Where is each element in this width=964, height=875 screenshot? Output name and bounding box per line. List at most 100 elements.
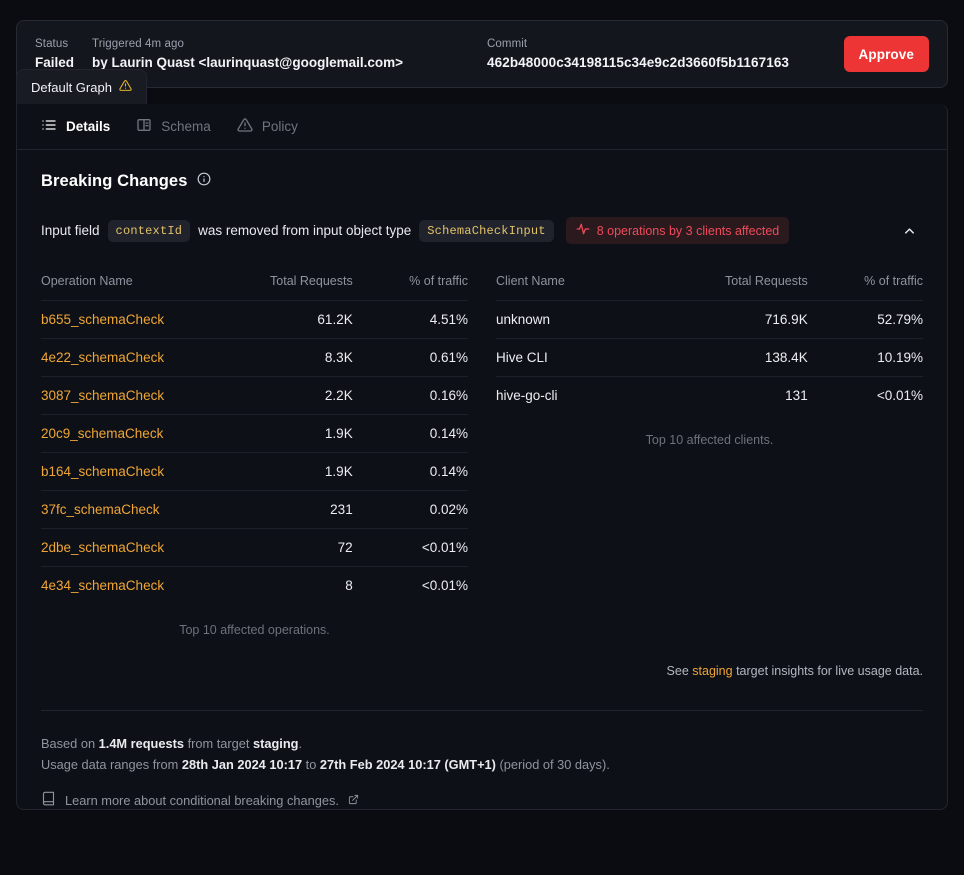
operation-traffic: 0.02%: [352, 490, 468, 529]
operation-name-link[interactable]: 3087_schemaCheck: [41, 376, 238, 415]
operation-traffic: 0.14%: [352, 414, 468, 453]
operation-requests: 231: [237, 490, 353, 529]
staging-target-link[interactable]: staging: [692, 664, 733, 678]
book-icon: [41, 791, 56, 809]
th-client-name: Client Name: [496, 274, 565, 288]
status-label: Status: [35, 38, 69, 50]
commit-hash: 462b48000c34198115c34e9c2d3660f5b1167163: [487, 55, 790, 70]
footer-range-to: 27th Feb 2024 10:17 (GMT+1): [319, 757, 496, 772]
th-traffic-pct: % of traffic: [409, 274, 468, 288]
operation-name-link[interactable]: 20c9_schemaCheck: [41, 414, 238, 453]
operation-name-link[interactable]: b655_schemaCheck: [41, 300, 238, 339]
approve-button[interactable]: Approve: [843, 36, 929, 72]
trigger-author: by Laurin Quast <laurinquast@googlemail.…: [92, 55, 403, 70]
affected-operations-badge-label: 8 operations by 3 clients affected: [596, 223, 780, 238]
table-row: 3087_schemaCheck 2.2K 0.16%: [41, 376, 468, 415]
operations-table-footnote: Top 10 affected operations.: [179, 623, 330, 637]
commit-block: Commit 462b48000c34198115c34e9c2d3660f5b…: [487, 36, 789, 72]
operation-traffic: <0.01%: [352, 528, 468, 567]
client-traffic: <0.01%: [807, 376, 923, 414]
tab-details-label: Details: [66, 119, 111, 134]
th-operation-name: Operation Name: [41, 274, 133, 288]
info-circle-icon[interactable]: [197, 172, 211, 191]
status-block: Status Failed: [35, 36, 74, 72]
operation-requests: 8.3K: [237, 338, 353, 377]
tab-schema[interactable]: Schema: [136, 104, 211, 149]
operation-requests: 2.2K: [237, 376, 353, 415]
footer-line-range: Usage data ranges from 28th Jan 2024 10:…: [41, 754, 923, 775]
affected-operations-badge[interactable]: 8 operations by 3 clients affected: [565, 217, 790, 244]
client-traffic: 52.79%: [807, 300, 923, 339]
breaking-changes-header: Breaking Changes: [41, 172, 923, 191]
footer-range-from: 28th Jan 2024 10:17: [181, 757, 303, 772]
operation-name-link[interactable]: 4e22_schemaCheck: [41, 338, 238, 377]
warning-triangle-icon: [119, 79, 132, 95]
panel-body: Breaking Changes Input field contextId w…: [17, 150, 947, 809]
table-row: hive-go-cli 131 <0.01%: [496, 376, 923, 414]
footer-range-days: (period of 30 days).: [499, 757, 610, 772]
tab-details[interactable]: Details: [41, 104, 110, 149]
table-header-row: Operation Name Total Requests % of traff…: [41, 274, 468, 301]
main-panel: Default Graph Details: [16, 69, 948, 810]
footer-period: .: [298, 736, 303, 751]
client-name: hive-go-cli: [496, 376, 693, 414]
operations-table-body: b655_schemaCheck 61.2K 4.51% 4e22_schema…: [41, 300, 468, 604]
footer-range-before: Usage data ranges from: [41, 757, 179, 772]
operation-name-link[interactable]: 4e34_schemaCheck: [41, 566, 238, 604]
learn-more-label: Learn more about conditional breaking ch…: [65, 792, 339, 808]
status-value: Failed: [35, 55, 75, 70]
alert-triangle-icon: [237, 117, 253, 136]
footer-range-to-word: to: [305, 757, 317, 772]
table-row: 4e34_schemaCheck 8 <0.01%: [41, 566, 468, 604]
footer-line-requests: Based on 1.4M requests from target stagi…: [41, 733, 923, 754]
change-text-middle: was removed from input object type: [198, 223, 412, 238]
learn-more-link[interactable]: Learn more about conditional breaking ch…: [41, 791, 923, 809]
footer-divider: [41, 710, 923, 711]
graph-tab-label: Default Graph: [31, 79, 112, 95]
client-requests: 131: [692, 376, 808, 414]
operation-traffic: 0.14%: [352, 452, 468, 491]
table-row: b164_schemaCheck 1.9K 0.14%: [41, 452, 468, 491]
tab-schema-label: Schema: [161, 119, 211, 134]
operation-name-link[interactable]: 2dbe_schemaCheck: [41, 528, 238, 567]
operation-requests: 1.9K: [237, 452, 353, 491]
table-row: Hive CLI 138.4K 10.19%: [496, 338, 923, 377]
collapse-toggle-button[interactable]: [896, 217, 923, 244]
trigger-label: Triggered 4m ago: [92, 38, 184, 50]
table-row: 4e22_schemaCheck 8.3K 0.61%: [41, 338, 468, 377]
operation-traffic: 4.51%: [352, 300, 468, 339]
footer-target-name: staging: [253, 736, 299, 751]
operations-table: Operation Name Total Requests % of traff…: [41, 274, 468, 604]
columns-icon: [136, 117, 152, 136]
tab-default-graph[interactable]: Default Graph: [16, 69, 147, 104]
client-name: Hive CLI: [496, 338, 693, 377]
field-name-chip: contextId: [107, 219, 191, 242]
table-row: b655_schemaCheck 61.2K 4.51%: [41, 300, 468, 339]
trigger-block: Triggered 4m ago by Laurin Quast <laurin…: [92, 36, 403, 72]
operation-requests: 61.2K: [237, 300, 353, 339]
operation-name-link[interactable]: 37fc_schemaCheck: [41, 490, 238, 529]
target-note-before: See: [666, 664, 689, 678]
th-client-total-requests: Total Requests: [725, 274, 808, 288]
client-traffic: 10.19%: [807, 338, 923, 377]
clients-table-footnote: Top 10 affected clients.: [645, 433, 774, 447]
tab-policy-label: Policy: [261, 119, 298, 134]
activity-pulse-icon: [576, 222, 590, 239]
type-name-chip: SchemaCheckInput: [419, 219, 554, 242]
operation-traffic: 0.16%: [352, 376, 468, 415]
operation-requests: 8: [237, 566, 353, 604]
clients-table: Client Name Total Requests % of traffic …: [496, 274, 923, 414]
operation-name-link[interactable]: b164_schemaCheck: [41, 452, 238, 491]
operation-traffic: <0.01%: [352, 566, 468, 604]
footer-from-target: from target: [187, 736, 250, 751]
affected-tables: Operation Name Total Requests % of traff…: [41, 274, 923, 637]
change-text-before: Input field: [41, 223, 100, 238]
th-total-requests: Total Requests: [270, 274, 353, 288]
breaking-change-row: Input field contextId was removed from i…: [41, 217, 923, 244]
target-insights-note: See staging target insights for live usa…: [41, 664, 923, 678]
status-card: Status Failed Triggered 4m ago by Laurin…: [16, 20, 948, 88]
sub-navigation: Details Schema Policy: [17, 104, 947, 150]
table-row: 37fc_schemaCheck 231 0.02%: [41, 490, 468, 529]
tab-policy[interactable]: Policy: [237, 104, 298, 149]
footer-request-count: 1.4M requests: [98, 736, 184, 751]
